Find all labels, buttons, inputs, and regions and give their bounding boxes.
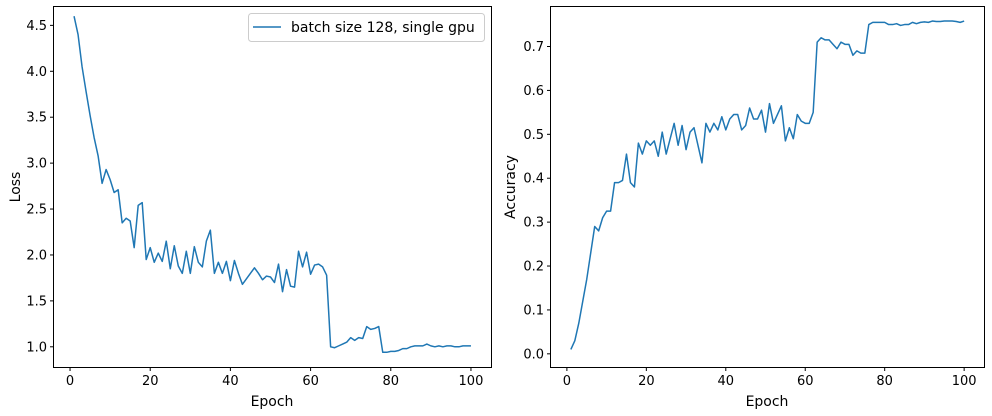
accuracy-x-tick-label: 40 [718, 374, 735, 389]
accuracy-y-tick-label: 0.6 [523, 84, 544, 99]
accuracy-y-tick-label: 0.5 [523, 128, 544, 143]
legend-entry-label: batch size 128, single gpu [291, 20, 475, 36]
loss-x-ticks: 0 20 40 60 80 100 [66, 367, 483, 389]
legend-box [248, 13, 485, 42]
loss-y-tick-label: 1.5 [26, 294, 47, 309]
accuracy-y-tick-label: 0.3 [523, 216, 544, 231]
loss-chart: 0 20 40 60 80 100 1.0 1.5 2.0 2.5 3.0 3.5 4.0 4.5 Ep… [8, 6, 492, 410]
accuracy-y-ticks: 0.0 0.1 0.2 0.3 0.4 0.5 0.6 0.7 [523, 40, 551, 362]
loss-x-tick-label: 60 [302, 374, 319, 389]
loss-x-tick-label: 20 [142, 374, 159, 389]
accuracy-plot-frame [550, 6, 985, 368]
accuracy-x-axis-label: Epoch [746, 394, 789, 410]
accuracy-y-axis-label: Accuracy [503, 155, 519, 219]
loss-x-axis-label: Epoch [251, 394, 294, 410]
loss-y-tick-label: 2.5 [26, 203, 47, 218]
loss-x-tick-label: 100 [459, 374, 484, 389]
accuracy-y-tick-label: 0.0 [523, 347, 544, 362]
legend: batch size 128, single gpu [248, 13, 485, 42]
accuracy-series-line [570, 20, 965, 350]
loss-y-tick-label: 3.0 [26, 157, 47, 172]
accuracy-x-tick-label: 0 [563, 374, 571, 389]
accuracy-y-tick-label: 0.7 [523, 40, 544, 55]
accuracy-chart: 0 20 40 60 80 100 0.0 0.1 0.2 0.3 0.4 0.5 0.6 0.7 Ep… [503, 6, 985, 410]
loss-y-tick-label: 2.0 [26, 248, 47, 263]
accuracy-y-tick-label: 0.2 [523, 260, 544, 275]
accuracy-y-tick-label: 0.4 [523, 172, 544, 187]
loss-y-tick-label: 4.5 [26, 19, 47, 34]
loss-y-axis-label: Loss [8, 172, 24, 203]
accuracy-x-tick-label: 100 [952, 374, 977, 389]
loss-y-ticks: 1.0 1.5 2.0 2.5 3.0 3.5 4.0 4.5 [26, 19, 54, 355]
loss-y-tick-label: 4.0 [26, 65, 47, 80]
loss-x-tick-label: 0 [66, 374, 74, 389]
loss-x-tick-label: 40 [222, 374, 239, 389]
accuracy-x-tick-label: 80 [876, 374, 893, 389]
loss-x-tick-label: 80 [382, 374, 399, 389]
loss-series-line [73, 16, 471, 354]
loss-plot-frame [53, 6, 492, 368]
accuracy-series-layer [570, 20, 965, 350]
loss-y-tick-label: 1.0 [26, 340, 47, 355]
accuracy-y-tick-label: 0.1 [523, 303, 544, 318]
accuracy-x-tick-label: 20 [638, 374, 655, 389]
loss-y-tick-label: 3.5 [26, 111, 47, 126]
accuracy-x-tick-label: 60 [797, 374, 814, 389]
accuracy-x-ticks: 0 20 40 60 80 100 [563, 367, 977, 389]
loss-series-layer [73, 16, 471, 354]
